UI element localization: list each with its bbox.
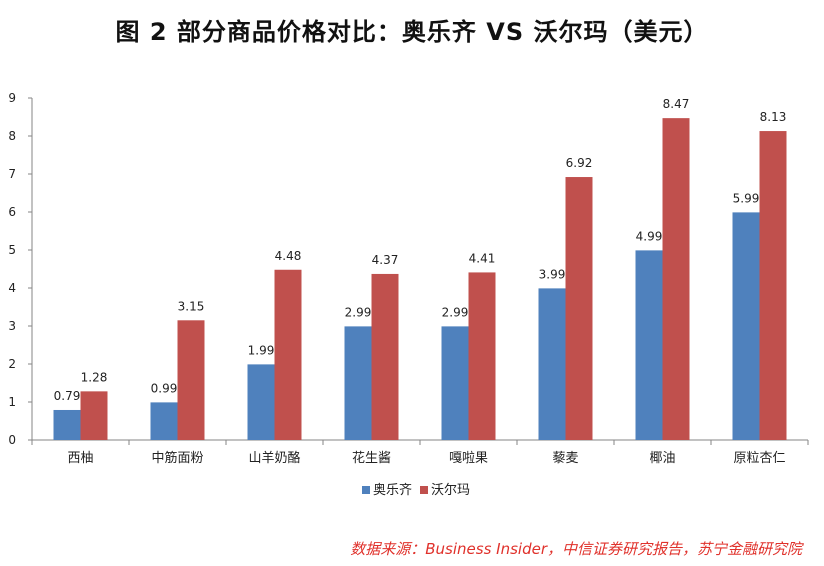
bar-walmart xyxy=(177,320,205,440)
data-label: 5.99 xyxy=(733,191,760,205)
bar-walmart xyxy=(662,118,690,440)
data-label: 6.92 xyxy=(566,156,593,170)
x-tick-label: 花生酱 xyxy=(352,450,391,466)
bar-aldi xyxy=(538,288,566,440)
y-tick-label: 4 xyxy=(8,281,16,295)
x-tick-label: 椰油 xyxy=(649,451,675,466)
x-tick-label: 山羊奶酪 xyxy=(248,450,300,466)
bar-walmart xyxy=(565,177,593,441)
legend-swatch xyxy=(362,486,370,494)
x-tick-label: 嘎啦果 xyxy=(449,451,488,466)
data-label: 8.13 xyxy=(760,110,787,124)
bar-walmart xyxy=(759,131,787,440)
x-tick-label: 中筋面粉 xyxy=(151,450,203,466)
y-tick-label: 2 xyxy=(8,357,16,371)
bar-walmart xyxy=(80,391,108,440)
chart-axes: 0 1 2 3 4 5 6 7 8 9 西柚 中筋面粉 山羊奶酪 花生酱 嘎啦果 藜麦 椰油 原粒杏仁 xyxy=(8,91,809,466)
bar-walmart xyxy=(274,269,302,440)
bar-aldi xyxy=(441,326,469,440)
data-label: 4.48 xyxy=(275,249,302,263)
data-label: 8.47 xyxy=(663,97,690,111)
y-tick-label: 9 xyxy=(8,91,16,105)
bar-aldi xyxy=(732,212,760,440)
bar-walmart xyxy=(371,273,399,440)
legend-label: 沃尔玛 xyxy=(431,483,470,498)
bar-aldi xyxy=(53,409,81,440)
data-label: 3.15 xyxy=(178,299,205,313)
bar-aldi xyxy=(150,402,178,440)
bar-walmart xyxy=(468,272,496,440)
bar-aldi xyxy=(247,364,275,440)
chart-title: 图 2 部分商品价格对比：奥乐齐 VS 沃尔玛（美元） xyxy=(115,18,709,46)
x-tick-label: 原粒杏仁 xyxy=(733,451,785,466)
y-tick-label: 3 xyxy=(8,319,16,333)
data-label: 0.79 xyxy=(54,389,81,403)
bar-aldi xyxy=(635,250,663,440)
data-label: 1.99 xyxy=(248,343,275,357)
y-tick-label: 0 xyxy=(8,433,16,447)
source-note: 数据来源：Business Insider，中信证券研究报告，苏宁金融研究院 xyxy=(350,540,802,558)
legend-label: 奥乐齐 xyxy=(373,482,412,498)
data-label: 3.99 xyxy=(539,267,566,281)
y-tick-label: 6 xyxy=(8,205,16,219)
x-tick-label: 藜麦 xyxy=(552,451,578,466)
x-tick-label: 西柚 xyxy=(67,451,93,466)
y-tick-label: 8 xyxy=(8,129,16,143)
data-label: 2.99 xyxy=(442,305,469,319)
chart-data-labels: 0.791.28 0.99 3.15 1.99 4.48 2.99 4.37 2.99 4.41… xyxy=(54,97,787,403)
chart-bars xyxy=(53,118,787,441)
data-label: 4.41 xyxy=(469,251,496,265)
y-tick-label: 1 xyxy=(8,395,16,409)
data-label: 4.37 xyxy=(372,253,399,267)
y-tick-label: 5 xyxy=(8,243,16,257)
data-label: 4.99 xyxy=(636,229,663,243)
chart-legend: 奥乐齐 沃尔玛 xyxy=(362,482,470,498)
legend-swatch xyxy=(420,486,428,494)
bar-aldi xyxy=(344,326,372,440)
data-label: 1.28 xyxy=(81,370,108,384)
y-tick-label: 7 xyxy=(8,167,16,181)
data-label: 2.99 xyxy=(345,305,372,319)
data-label: 0.99 xyxy=(151,381,178,395)
